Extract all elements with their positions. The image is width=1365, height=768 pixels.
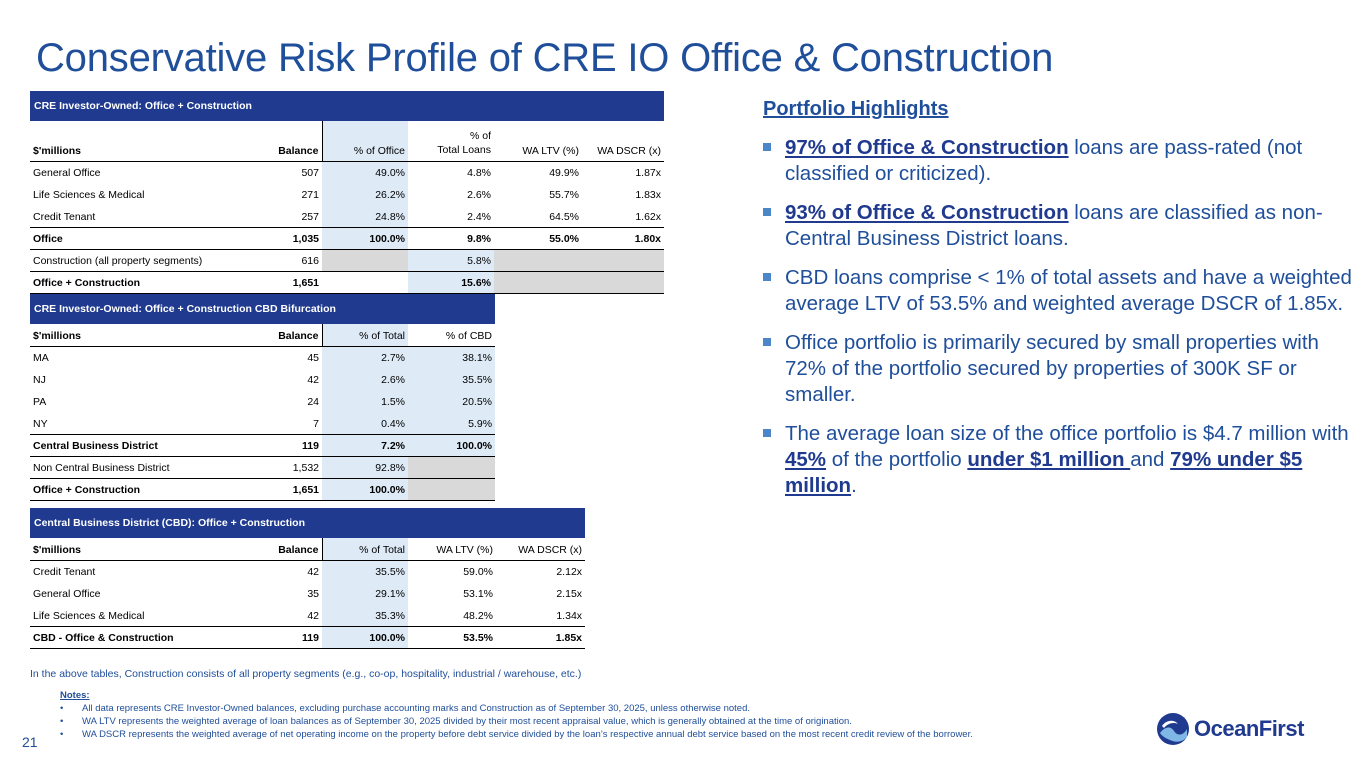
table-row: Credit Tenant 257 24.8% 2.4% 64.5% 1.62x (30, 205, 664, 227)
table-row: NJ 42 2.6% 35.5% (30, 368, 496, 390)
notes: Notes: • All data represents CRE Investor… (60, 689, 1120, 741)
column-header: $'millions (30, 538, 240, 561)
column-header: WA DSCR (x) (582, 121, 664, 162)
table-row: Credit Tenant 42 35.5% 59.0% 2.12x (30, 560, 585, 582)
portfolio-highlights: Portfolio Highlights 97% of Office & Con… (763, 98, 1353, 512)
table-row: NY 7 0.4% 5.9% (30, 412, 496, 434)
column-header: % of Total (321, 324, 408, 347)
table-row-subtotal: Office 1,035 100.0% 9.8% 55.0% 1.80x (30, 226, 664, 250)
column-header: % of Total (321, 538, 408, 561)
table-row-total: Office + Construction 1,651 15.6% (30, 270, 664, 294)
column-header: Balance (240, 538, 322, 561)
oceanfirst-logo: OceanFirst (1156, 712, 1304, 746)
cbd-bifurcation-table: CRE Investor-Owned: Office + Constructio… (30, 294, 496, 501)
table-banner: CRE Investor-Owned: Office + Constructio… (30, 91, 664, 121)
table-row: General Office 507 49.0% 4.8% 49.9% 1.87… (30, 161, 664, 183)
square-bullet-icon (763, 143, 771, 151)
column-header: % of CBD (408, 324, 496, 347)
table-row: Construction (all property segments) 616… (30, 249, 664, 271)
table-row: General Office 35 29.1% 53.1% 2.15x (30, 582, 585, 604)
note-item: • WA DSCR represents the weighted average… (60, 729, 973, 740)
construction-footnote: In the above tables, Construction consis… (30, 668, 582, 680)
notes-title: Notes: (60, 690, 90, 701)
column-header: $'millions (30, 324, 240, 347)
table-banner: CRE Investor-Owned: Office + Constructio… (30, 294, 496, 324)
table-row: PA 24 1.5% 20.5% (30, 390, 496, 412)
page-number: 21 (22, 734, 38, 750)
table-banner: Central Business District (CBD): Office … (30, 508, 586, 538)
table-row: MA 45 2.7% 38.1% (30, 346, 496, 368)
cbd-office-construction-table: Central Business District (CBD): Office … (30, 508, 586, 649)
column-header: Balance (240, 324, 322, 347)
highlight-item: CBD loans comprise < 1% of total assets … (763, 265, 1353, 317)
table-row: Life Sciences & Medical 271 26.2% 2.6% 5… (30, 183, 664, 205)
note-item: • All data represents CRE Investor-Owned … (60, 703, 751, 714)
table-row: Life Sciences & Medical 42 35.3% 48.2% 1… (30, 604, 585, 626)
table-row-subtotal: Central Business District 119 7.2% 100.0… (30, 433, 496, 457)
square-bullet-icon (763, 338, 771, 346)
column-header: % of Total Loans (408, 121, 494, 162)
highlight-item: 97% of Office & Construction loans are p… (763, 135, 1353, 187)
column-header: % of Office (321, 121, 408, 162)
table-row: Non Central Business District 1,532 92.8… (30, 456, 496, 478)
office-construction-table: CRE Investor-Owned: Office + Constructio… (30, 91, 664, 294)
column-header: $'millions (30, 121, 240, 162)
square-bullet-icon (763, 273, 771, 281)
table-row-total: Office + Construction 1,651 100.0% (30, 477, 496, 501)
highlight-item: Office portfolio is primarily secured by… (763, 330, 1353, 408)
square-bullet-icon (763, 208, 771, 216)
column-header: WA LTV (%) (408, 538, 496, 561)
highlight-item: The average loan size of the office port… (763, 421, 1353, 499)
oceanfirst-wave-logo-icon (1157, 713, 1189, 745)
column-header: WA DSCR (x) (496, 538, 586, 561)
column-header: Balance (240, 121, 322, 162)
page-title: Conservative Risk Profile of CRE IO Offi… (36, 36, 1054, 80)
highlight-item: 93% of Office & Construction loans are c… (763, 200, 1353, 252)
column-header: WA LTV (%) (494, 121, 582, 162)
note-item: • WA LTV represents the weighted average … (60, 716, 852, 727)
highlights-title: Portfolio Highlights (763, 98, 949, 120)
table-row-total: CBD - Office & Construction 119 100.0% 5… (30, 625, 586, 649)
square-bullet-icon (763, 429, 771, 437)
logo-text: OceanFirst (1194, 716, 1304, 741)
